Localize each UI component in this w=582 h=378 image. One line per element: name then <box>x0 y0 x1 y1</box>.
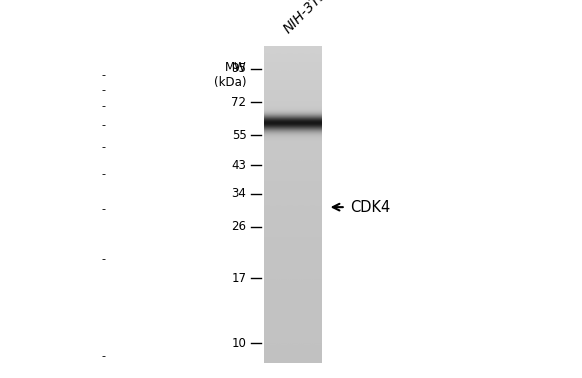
Text: CDK4: CDK4 <box>350 200 390 215</box>
Text: 55: 55 <box>232 129 246 142</box>
Text: 43: 43 <box>232 159 246 172</box>
Text: MW: MW <box>225 61 246 74</box>
Text: 95: 95 <box>232 62 246 75</box>
Text: 72: 72 <box>232 96 246 109</box>
Text: NIH-3T3: NIH-3T3 <box>281 0 331 36</box>
Text: 17: 17 <box>232 272 246 285</box>
Text: (kDa): (kDa) <box>214 76 246 89</box>
Text: 26: 26 <box>232 220 246 233</box>
Text: 34: 34 <box>232 187 246 200</box>
Text: 10: 10 <box>232 336 246 350</box>
